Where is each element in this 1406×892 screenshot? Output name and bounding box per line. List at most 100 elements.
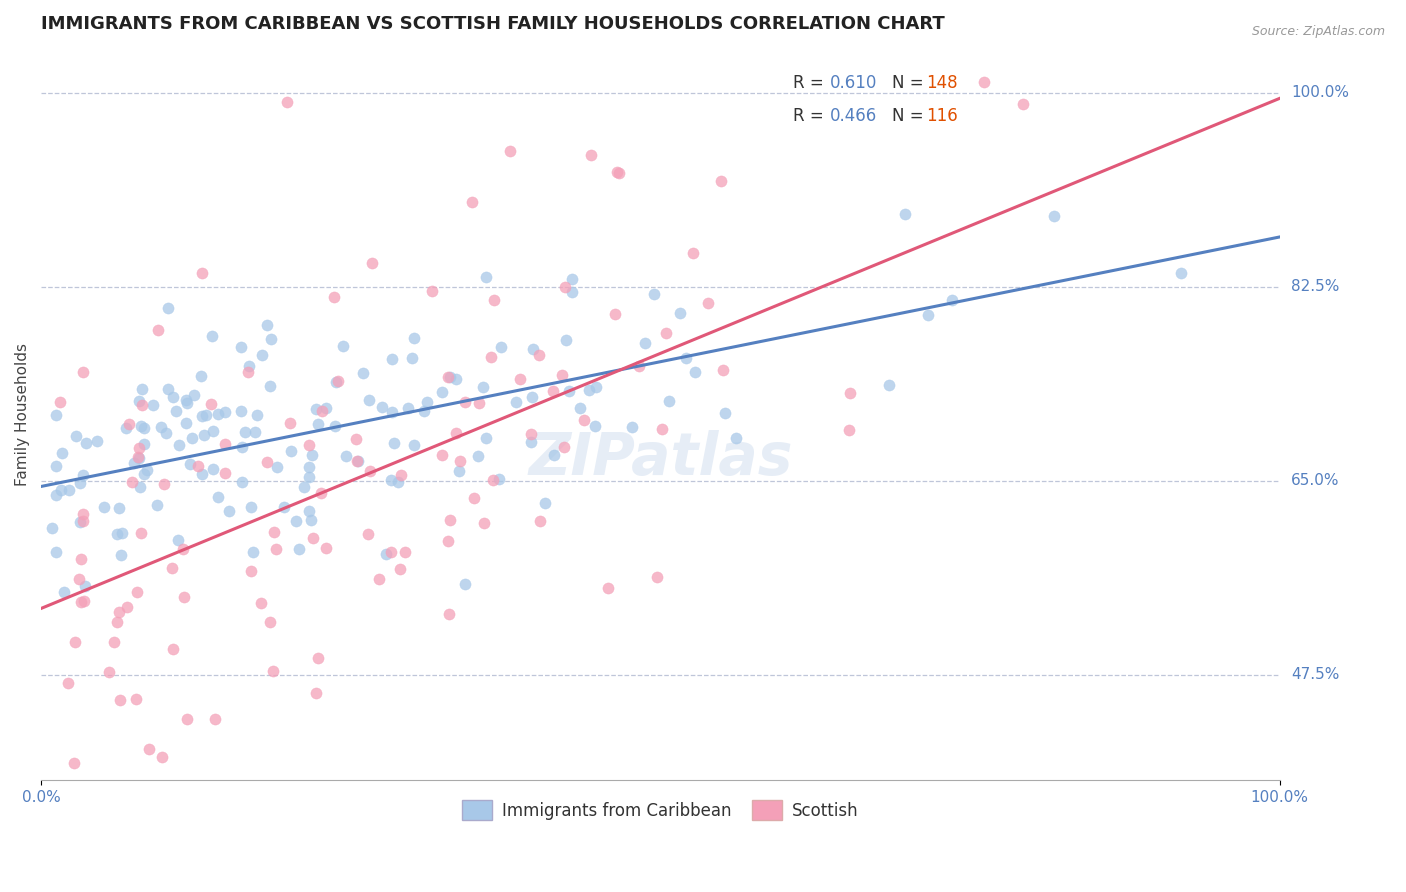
Point bbox=[238, 359, 260, 373]
Point bbox=[472, 380, 495, 394]
Point bbox=[394, 545, 416, 559]
Point bbox=[375, 547, 398, 561]
Point bbox=[135, 463, 157, 477]
Point bbox=[416, 395, 439, 409]
Point bbox=[214, 466, 236, 480]
Point bbox=[439, 370, 461, 384]
Point bbox=[606, 164, 628, 178]
Point bbox=[110, 692, 132, 706]
Point bbox=[70, 551, 93, 566]
Point bbox=[69, 515, 91, 529]
Point bbox=[387, 475, 409, 489]
Point bbox=[162, 641, 184, 656]
Point bbox=[256, 318, 278, 332]
Point bbox=[315, 401, 337, 415]
Text: IMMIGRANTS FROM CARIBBEAN VS SCOTTISH FAMILY HOUSEHOLDS CORRELATION CHART: IMMIGRANTS FROM CARIBBEAN VS SCOTTISH FA… bbox=[41, 15, 945, 33]
Point bbox=[668, 306, 690, 320]
Point bbox=[298, 460, 321, 475]
Point bbox=[307, 651, 329, 665]
Point bbox=[522, 342, 544, 356]
Point bbox=[482, 293, 505, 307]
Point bbox=[326, 374, 349, 388]
Text: N =: N = bbox=[891, 74, 928, 92]
Point bbox=[432, 384, 454, 399]
Point bbox=[323, 418, 346, 433]
Point bbox=[190, 369, 212, 384]
Point bbox=[115, 421, 138, 435]
Point bbox=[236, 364, 259, 378]
Point bbox=[201, 329, 224, 343]
Point bbox=[128, 450, 150, 465]
Point bbox=[551, 368, 574, 382]
Point bbox=[278, 416, 301, 430]
Text: 82.5%: 82.5% bbox=[1291, 279, 1339, 294]
Point bbox=[561, 285, 583, 299]
Point bbox=[454, 395, 477, 409]
Point bbox=[447, 464, 470, 478]
Point bbox=[172, 541, 194, 556]
Point bbox=[75, 436, 97, 450]
Point bbox=[361, 256, 384, 270]
Point bbox=[273, 500, 295, 514]
Point bbox=[63, 756, 86, 770]
Point bbox=[73, 594, 96, 608]
Point bbox=[380, 473, 402, 487]
Point bbox=[711, 363, 734, 377]
Point bbox=[561, 271, 583, 285]
Point bbox=[65, 634, 87, 648]
Point bbox=[125, 692, 148, 706]
Point bbox=[165, 403, 187, 417]
Text: 0.610: 0.610 bbox=[830, 74, 877, 92]
Point bbox=[108, 500, 131, 515]
Point bbox=[193, 427, 215, 442]
Point bbox=[266, 460, 288, 475]
Point bbox=[675, 351, 697, 365]
Point bbox=[1012, 96, 1035, 111]
Point bbox=[489, 340, 512, 354]
Point bbox=[252, 348, 274, 362]
Point bbox=[710, 173, 733, 187]
Point bbox=[572, 413, 595, 427]
Point bbox=[32, 797, 55, 812]
Point bbox=[627, 359, 650, 373]
Point bbox=[402, 331, 425, 345]
Point bbox=[218, 504, 240, 518]
Point bbox=[156, 383, 179, 397]
Point bbox=[543, 448, 565, 462]
Point bbox=[214, 405, 236, 419]
Point bbox=[482, 473, 505, 487]
Point bbox=[201, 829, 224, 843]
Point bbox=[72, 468, 94, 483]
Point bbox=[93, 500, 115, 514]
Point bbox=[105, 615, 128, 629]
Point bbox=[520, 427, 543, 442]
Point bbox=[583, 418, 606, 433]
Point bbox=[651, 422, 673, 436]
Point bbox=[49, 483, 72, 498]
Point bbox=[72, 365, 94, 379]
Point bbox=[315, 541, 337, 555]
Point bbox=[259, 378, 281, 392]
Point bbox=[357, 527, 380, 541]
Point bbox=[51, 446, 73, 460]
Point bbox=[45, 458, 67, 473]
Point bbox=[242, 545, 264, 559]
Point bbox=[195, 408, 218, 422]
Point bbox=[142, 399, 165, 413]
Point bbox=[132, 467, 155, 482]
Point bbox=[301, 448, 323, 462]
Point bbox=[207, 490, 229, 504]
Point bbox=[45, 408, 67, 422]
Point bbox=[146, 323, 169, 337]
Point bbox=[138, 741, 160, 756]
Point bbox=[204, 712, 226, 726]
Point bbox=[298, 503, 321, 517]
Point bbox=[229, 404, 252, 418]
Point bbox=[52, 798, 75, 813]
Point bbox=[389, 561, 412, 575]
Text: 116: 116 bbox=[927, 107, 957, 125]
Point bbox=[422, 284, 444, 298]
Point bbox=[585, 380, 607, 394]
Point bbox=[401, 351, 423, 365]
Text: N =: N = bbox=[891, 107, 928, 125]
